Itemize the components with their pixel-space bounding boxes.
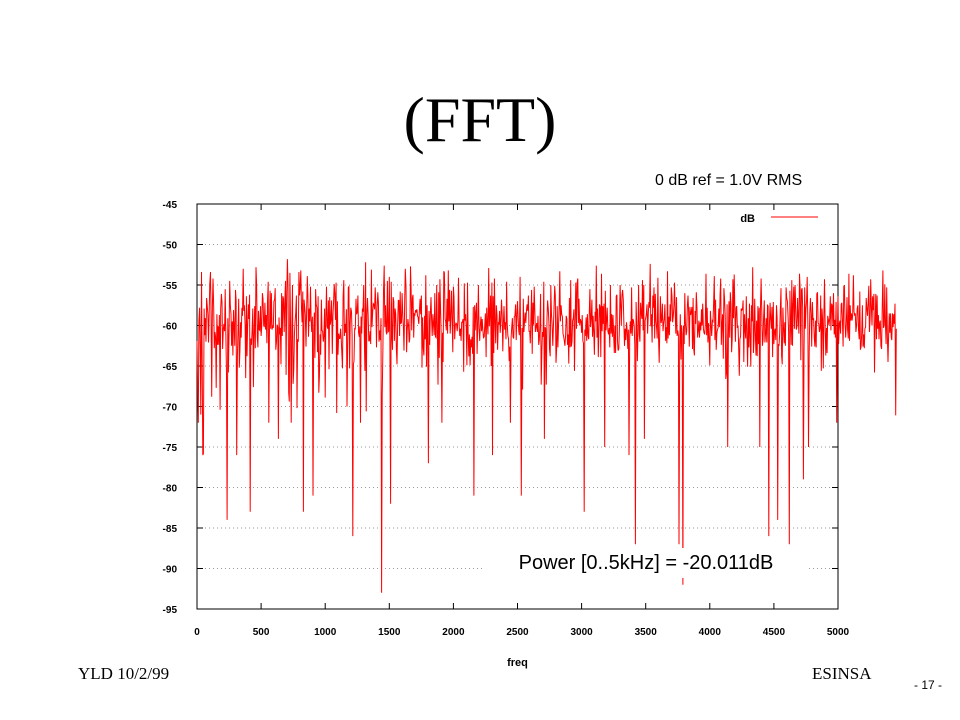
- y-tick-label: -50: [163, 241, 178, 252]
- y-tick-label: -95: [163, 605, 178, 616]
- x-tick-label: 3500: [635, 627, 658, 638]
- y-tick-label: -45: [163, 200, 178, 211]
- y-tick-label: -60: [163, 322, 178, 333]
- x-tick-label: 4000: [699, 627, 722, 638]
- y-tick-label: -75: [163, 443, 178, 454]
- series-dB: [196, 259, 897, 593]
- page-number: - 17 -: [914, 678, 943, 692]
- slide-title: (FFT): [403, 84, 557, 155]
- y-tick-label: -65: [163, 362, 178, 373]
- x-tick-label: 0: [194, 627, 200, 638]
- x-tick-label: 5000: [827, 627, 850, 638]
- x-tick-label: 1500: [378, 627, 401, 638]
- legend: dB: [740, 213, 818, 225]
- footer-date: YLD 10/2/99: [78, 664, 170, 683]
- y-tick-label: -85: [163, 524, 178, 535]
- series-line: [196, 259, 897, 593]
- y-axis-ticks: -45 -50 -55 -60 -65 -70 -75 -80 -85 -90 -95: [163, 200, 838, 616]
- y-tick-label: -55: [163, 281, 178, 292]
- power-annotation: Power [0..5kHz] = -20.011dB: [484, 548, 808, 578]
- x-tick-label: 4500: [763, 627, 786, 638]
- y-tick-label: -80: [163, 484, 178, 495]
- x-tick-label: 3000: [570, 627, 593, 638]
- footer-org: ESINSA: [812, 664, 872, 683]
- x-tick-label: 1000: [314, 627, 337, 638]
- y-tick-label: -70: [163, 403, 178, 414]
- reference-note: 0 dB ref = 1.0V RMS: [655, 172, 803, 189]
- x-axis-ticks: 0 500 1000 1500 2000 2500 3000 3500 4000 4500 5000: [194, 204, 850, 638]
- grid-lines: [197, 244, 838, 569]
- legend-label: dB: [740, 213, 755, 225]
- x-tick-label: 500: [253, 627, 270, 638]
- x-tick-label: 2000: [442, 627, 465, 638]
- x-tick-label: 2500: [506, 627, 529, 638]
- x-axis-label: freq: [507, 657, 528, 669]
- y-tick-label: -90: [163, 565, 178, 576]
